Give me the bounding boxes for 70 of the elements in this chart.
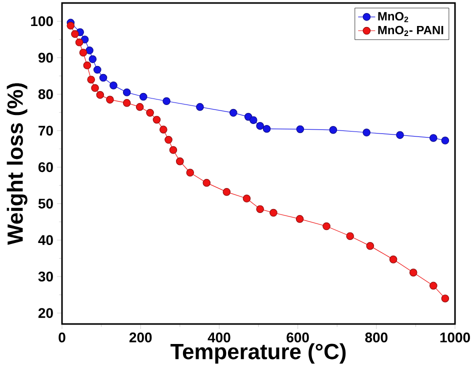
point [429,282,438,290]
x-tick-label: 400 [208,332,230,342]
y-tick-label: 100 [31,16,53,26]
point [160,126,168,134]
point [296,125,304,134]
point [169,146,178,154]
x-tick-label: 600 [286,332,309,342]
y-tick-label: 80 [38,89,53,100]
point [122,99,131,107]
point [202,178,211,187]
point [110,82,118,90]
legend-label: MnO$_{2}$- PANI [378,26,444,36]
point [329,126,338,134]
point [71,30,79,38]
point [429,134,438,142]
y-tick-label: 70 [38,126,53,136]
y-tick-label: 60 [38,162,53,172]
point [196,103,204,111]
x-tick-label: 200 [129,332,152,342]
point [136,103,144,111]
point [256,122,264,130]
y-tick-label: 90 [38,52,53,63]
point [152,116,161,124]
point [176,157,184,166]
point [146,108,154,117]
point [389,256,398,264]
x-axis-title: Temperature (°C) [170,343,346,364]
point [91,84,99,92]
x-tick-label: 0 [58,332,66,342]
point [296,215,304,223]
point [93,66,102,74]
point [346,232,354,240]
point [409,268,418,276]
point [83,61,92,70]
point [242,194,251,202]
y-tick-label: 40 [38,235,53,246]
y-tick-label: 30 [38,272,53,282]
point [441,136,450,144]
x-tick-label: 800 [365,332,388,342]
point [162,97,170,106]
legend-label: MnO$_{2}$ [378,12,408,22]
point [164,136,172,144]
point [396,131,404,139]
point [256,205,264,213]
point [441,294,450,302]
point [106,96,114,104]
point [362,128,370,136]
point [99,74,108,82]
point [250,116,258,124]
point [79,48,88,57]
point [66,22,75,30]
point [366,242,374,250]
y-tick-label: 50 [38,198,53,209]
point [75,38,84,46]
point [322,222,330,230]
y-tick-label: 20 [38,308,53,318]
point [87,76,95,84]
x-tick-label: 1000 [440,332,470,342]
point [270,208,278,217]
point [86,46,94,54]
point [139,92,148,101]
y-axis-title: Weight loss (%) [6,83,28,245]
point [186,168,194,177]
point [96,91,104,99]
point [80,36,89,44]
point [229,108,238,117]
point [222,188,231,196]
point [88,55,97,64]
point [122,88,131,96]
point [262,124,271,133]
